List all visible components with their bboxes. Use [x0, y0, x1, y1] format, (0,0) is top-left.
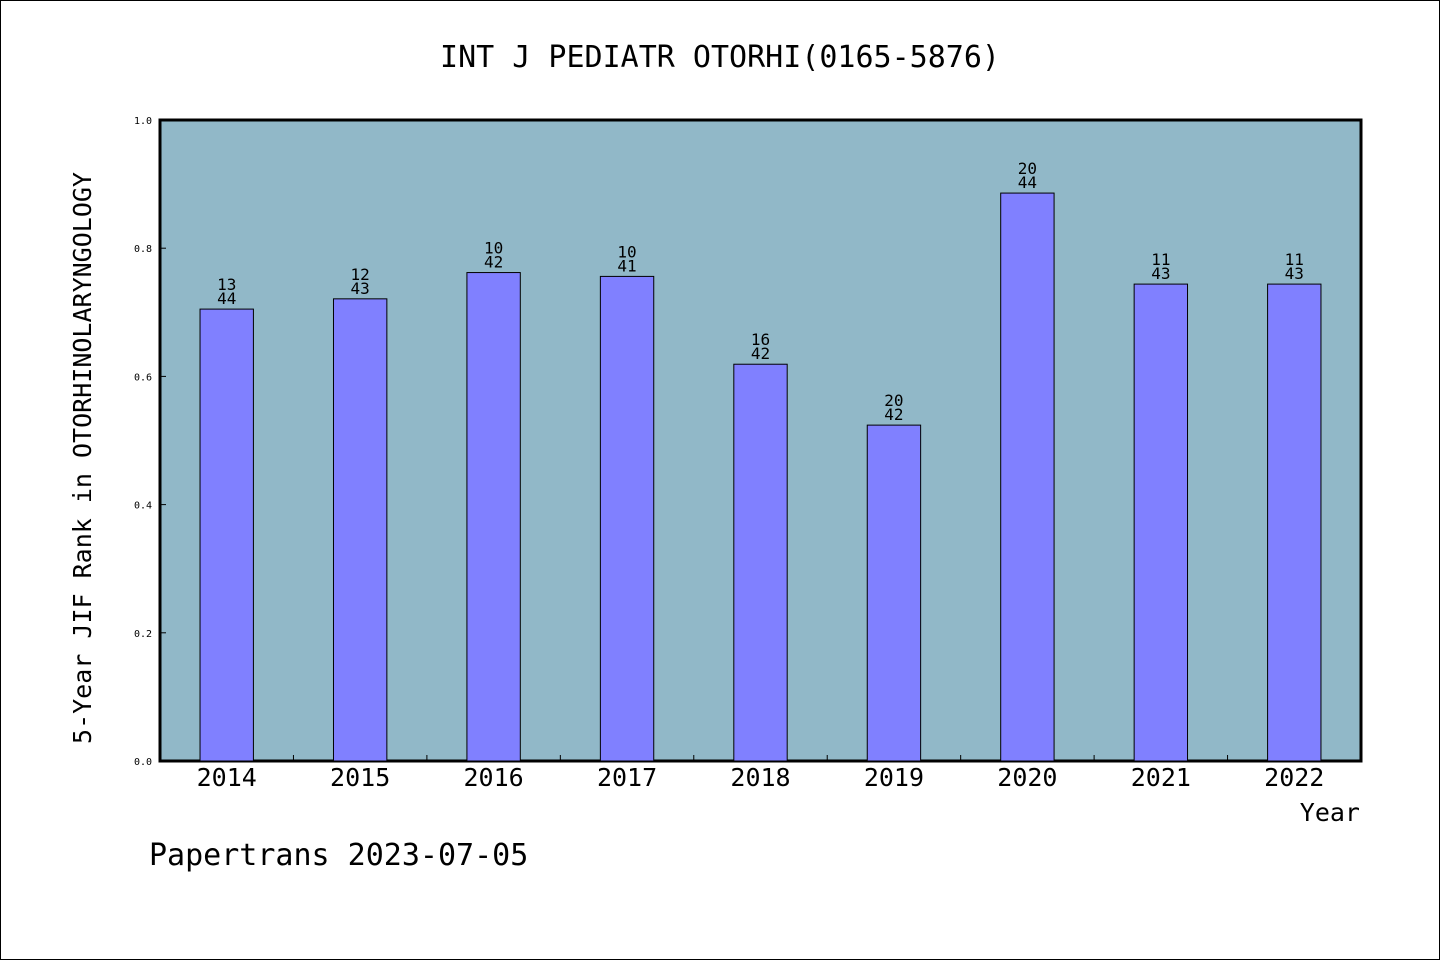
y-tick-label: 0.2	[134, 629, 152, 640]
bar	[1000, 192, 1055, 762]
x-axis-label: Year	[1300, 798, 1360, 827]
y-tick-label: 0.4	[134, 501, 152, 512]
bar-total-label: 44	[217, 289, 236, 308]
x-tick-label: 2021	[1131, 763, 1191, 792]
x-tick-label: 2017	[597, 763, 657, 792]
bar-total-label: 42	[484, 253, 503, 272]
bar-total-label: 42	[751, 344, 770, 363]
x-tick-label: 2022	[1264, 763, 1324, 792]
bar-rank-label: 13	[217, 275, 236, 294]
bar-total-label: 43	[351, 279, 370, 298]
x-tick-label: 2014	[197, 763, 257, 792]
bar-rank-label: 20	[884, 391, 903, 410]
bar	[332, 298, 388, 762]
y-axis: 0.0 0.2 0.4 0.6 0.8 1.0	[134, 116, 166, 768]
bar-total-label: 41	[617, 256, 636, 275]
bar-total-label: 42	[884, 405, 903, 424]
x-tick-label: 2019	[864, 763, 924, 792]
bar	[866, 424, 922, 762]
y-tick-label: 0.6	[134, 372, 152, 383]
footer-credit: Papertrans 2023-07-05	[149, 838, 528, 873]
bar	[466, 272, 521, 762]
bar	[733, 363, 788, 762]
bar-rank-label: 10	[617, 242, 636, 261]
bar-rank-label: 10	[484, 239, 503, 258]
y-tick-label: 0.0	[134, 757, 152, 768]
bar	[599, 275, 655, 762]
chart-title: INT J PEDIATR OTORHI(0165-5876)	[440, 40, 1000, 75]
bar-rank-label: 11	[1151, 250, 1170, 269]
bar-total-label: 43	[1151, 264, 1170, 283]
x-tick-label: 2018	[730, 763, 790, 792]
bar-total-label: 44	[1018, 173, 1037, 192]
x-axis: 2014 2015 2016 2017 2018 2019 2020 2021 2022	[197, 755, 1324, 792]
bar	[1133, 283, 1189, 762]
bar-rank-label: 12	[351, 265, 370, 284]
y-tick-label: 1.0	[134, 116, 152, 127]
x-tick-label: 2016	[464, 763, 524, 792]
x-tick-label: 2020	[997, 763, 1057, 792]
bar-total-label: 43	[1285, 264, 1304, 283]
y-tick-label: 0.8	[134, 244, 152, 255]
bar	[199, 308, 254, 762]
bar-rank-label: 16	[751, 330, 770, 349]
bar	[1267, 283, 1322, 762]
x-tick-label: 2015	[330, 763, 390, 792]
bar-rank-label: 11	[1285, 250, 1304, 269]
y-axis-label: 5-Year JIF Rank in OTORHINOLARYNGOLOGY	[68, 172, 97, 744]
bar-rank-label: 20	[1018, 159, 1037, 178]
